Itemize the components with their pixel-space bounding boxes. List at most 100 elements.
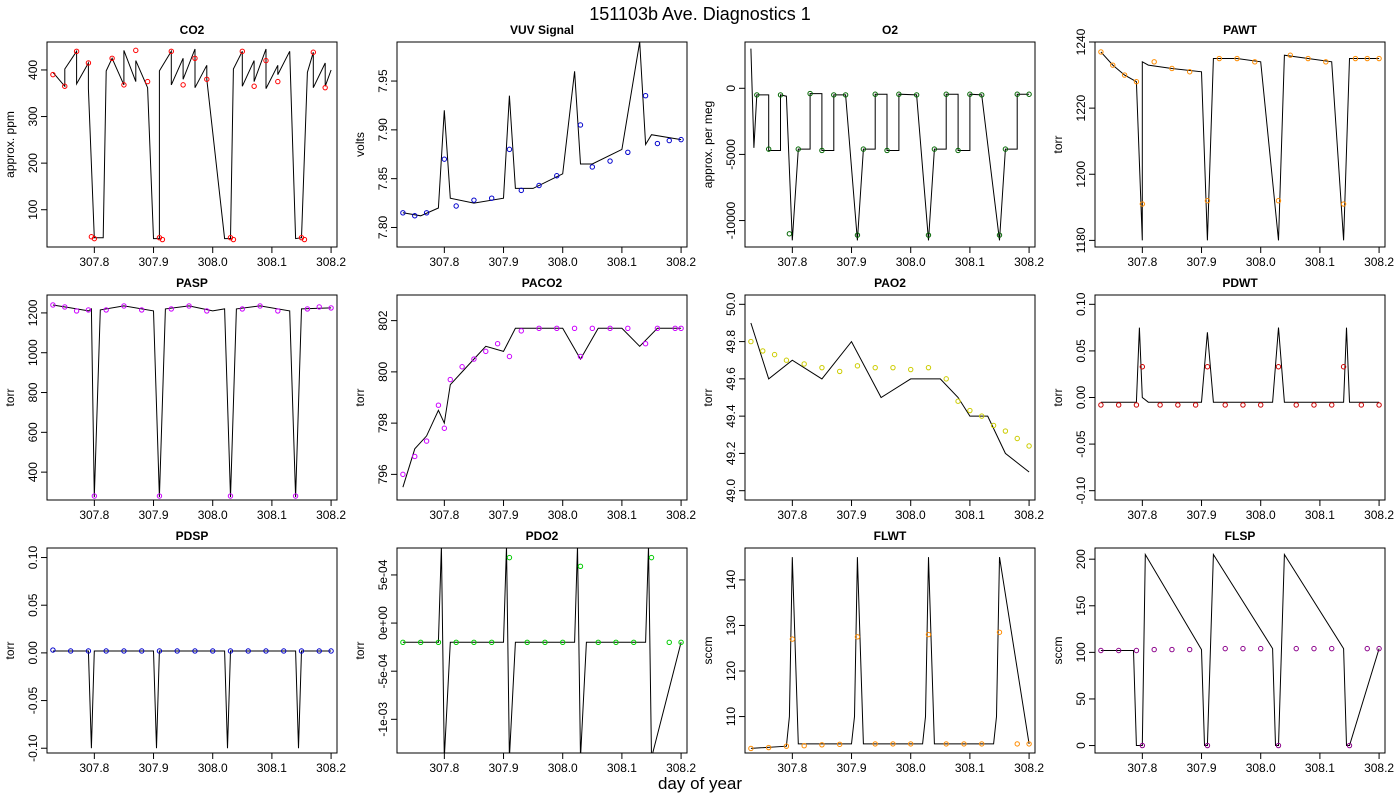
o2-marker	[996, 232, 1003, 238]
co2-marker	[109, 55, 115, 62]
pasp-marker	[292, 493, 299, 499]
pdsp-plot-area: PDSP 307.8 307.9 308.0 308.1 308.2 -0.10 -0.05 0…	[3, 529, 346, 775]
pasp-marker	[62, 304, 68, 310]
pdo2-ytick-label: 0e+00	[376, 606, 390, 640]
pdo2-marker	[506, 554, 513, 561]
pdsp-marker	[210, 648, 216, 654]
o2-marker	[754, 92, 760, 98]
flwt-xtick-label: 307.9	[837, 761, 867, 775]
pao2-marker	[990, 422, 997, 429]
pdwt-xtick-label: 308.2	[1364, 508, 1394, 522]
o2-marker	[860, 146, 867, 152]
flwt-marker	[748, 745, 754, 752]
pao2-ytick-label: 49.8	[724, 330, 738, 354]
co2-xtick-label: 307.9	[139, 255, 169, 269]
pawt-ytick-label: 1200	[1074, 161, 1088, 188]
pdsp-title: PDSP	[176, 529, 209, 543]
pawt-plot-area: PAWT 307.8 307.9 308.0 308.1 308.2 1180 1200 122…	[1051, 23, 1394, 269]
paco2-xtick-label: 308.0	[548, 508, 578, 522]
pao2-marker	[967, 407, 973, 414]
pdsp-ytick-label: -0.10	[26, 734, 40, 762]
vuv-signal-ytick-label: 7.80	[376, 215, 390, 239]
pdwt-xtick-label: 308.1	[1305, 508, 1335, 522]
o2-marker	[1014, 91, 1020, 97]
vuv-signal-marker	[506, 146, 513, 153]
co2-ytick-label: 300	[26, 106, 40, 126]
flsp-marker	[1133, 647, 1140, 654]
pawt-xtick-label: 307.9	[1187, 255, 1217, 269]
vuv-signal-marker	[589, 164, 596, 170]
flsp-marker	[1169, 646, 1175, 653]
flwt-marker	[783, 743, 790, 749]
o2-xtick-label: 307.9	[837, 255, 867, 269]
pao2-marker	[836, 368, 843, 375]
panel-pdo2: PDO2 307.8 307.9 308.0 308.1 308.2 -1e-03 -5e-0…	[353, 529, 696, 775]
pdsp-marker	[263, 648, 269, 654]
pdo2-marker	[613, 639, 619, 646]
pasp-ytick-label: 600	[26, 422, 40, 442]
flsp-ytick-label: 200	[1074, 549, 1088, 569]
co2-marker	[322, 84, 328, 91]
co2-plot-area: CO2 307.8 307.9 308.0 308.1 308.2 100 200 300 400…	[3, 23, 346, 269]
co2-ytick-label: 200	[26, 153, 40, 173]
flwt-ytick-label: 110	[724, 707, 738, 726]
pdwt-marker	[1258, 402, 1264, 408]
flsp-marker	[1115, 647, 1122, 654]
flwt-marker	[1026, 741, 1032, 747]
o2-frame	[744, 41, 1036, 248]
paco2-xtick-label: 307.8	[429, 508, 459, 522]
flwt-frame	[744, 547, 1036, 754]
pawt-marker	[1340, 201, 1347, 207]
pasp-xtick-label: 307.8	[79, 508, 109, 522]
pdsp-ytick-label: 0.00	[26, 641, 40, 665]
pasp-marker	[73, 308, 80, 314]
pawt-marker	[1121, 72, 1128, 78]
pdo2-marker	[577, 563, 584, 569]
o2-marker	[842, 92, 849, 98]
paco2-marker	[607, 325, 613, 332]
pasp-xtick-label: 308.1	[257, 508, 287, 522]
pao2-xtick-label: 307.8	[777, 508, 807, 522]
flwt-plot-area: FLWT 307.8 307.9 308.0 308.1 308.2 110 120 130 14…	[701, 529, 1044, 775]
pao2-title: PAO2	[874, 276, 906, 290]
paco2-marker	[447, 376, 453, 383]
pao2-marker	[1014, 435, 1020, 442]
pdsp-xtick-label: 308.1	[257, 761, 287, 775]
pdsp-marker	[227, 648, 234, 654]
o2-marker	[786, 231, 793, 237]
pdwt-marker	[1240, 402, 1246, 408]
pdwt-frame	[1094, 294, 1386, 501]
co2-marker	[121, 82, 127, 88]
paco2-marker	[577, 353, 584, 360]
pdsp-marker	[67, 648, 74, 654]
o2-marker	[819, 147, 825, 154]
pawt-ytick-label: 1180	[1074, 227, 1088, 253]
co2-marker	[85, 60, 92, 66]
o2-marker	[854, 232, 861, 238]
co2-marker	[263, 57, 269, 64]
vuv-signal-marker	[666, 137, 672, 144]
panel-pdsp: PDSP 307.8 307.9 308.0 308.1 308.2 -0.10 -0.05 0…	[3, 529, 346, 775]
paco2-marker	[494, 340, 501, 347]
pasp-marker	[227, 493, 234, 499]
pdo2-title: PDO2	[526, 529, 559, 543]
pdsp-marker	[192, 648, 198, 654]
pdo2-marker	[648, 554, 655, 561]
flwt-marker	[789, 636, 796, 642]
pdwt-plot-area: PDWT 307.8 307.9 308.0 308.1 308.2 -0.10 -0.05 0…	[1051, 276, 1394, 522]
panel-flwt: FLWT 307.8 307.9 308.0 308.1 308.2 110 120 130 14…	[701, 529, 1044, 775]
panel-pdwt: PDWT 307.8 307.9 308.0 308.1 308.2 -0.10 -0.05 0…	[1051, 276, 1394, 522]
pasp-marker	[328, 305, 334, 311]
paco2-xtick-label: 308.2	[666, 508, 696, 522]
flsp-marker	[1098, 647, 1104, 654]
o2-xtick-label: 307.8	[777, 255, 807, 269]
pasp-marker	[186, 303, 192, 309]
pawt-marker	[1305, 55, 1311, 62]
o2-xtick-label: 308.2	[1014, 255, 1044, 269]
flsp-marker	[1329, 645, 1335, 652]
o2-marker	[1002, 146, 1009, 152]
pawt-marker	[1098, 49, 1104, 55]
pawt-xtick-label: 307.8	[1127, 255, 1157, 269]
flsp-xtick-label: 308.2	[1364, 761, 1394, 775]
